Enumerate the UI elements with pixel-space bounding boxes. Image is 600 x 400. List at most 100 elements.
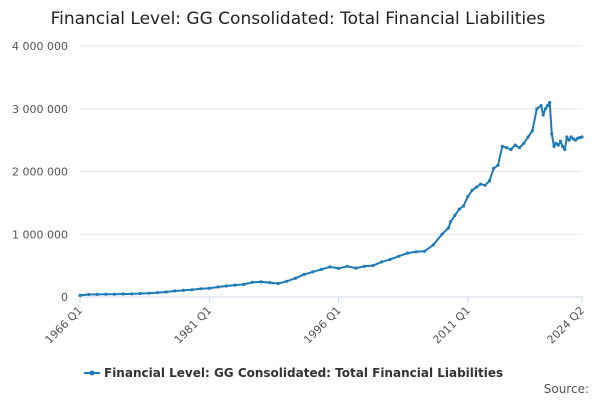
data-point[interactable] (293, 276, 298, 280)
data-point[interactable] (104, 292, 108, 296)
data-point[interactable] (461, 204, 466, 208)
data-point[interactable] (492, 166, 496, 170)
data-point[interactable] (250, 280, 254, 284)
x-axis: 1966 Q1 1981 Q1 1996 Q1 2011 Q1 2024 Q2 (43, 297, 588, 347)
data-point[interactable] (276, 281, 280, 286)
x-tick-label: 2011 Q1 (430, 304, 473, 347)
data-point[interactable] (405, 251, 410, 255)
data-point[interactable] (573, 138, 578, 142)
data-point[interactable] (371, 264, 375, 268)
data-point[interactable] (285, 279, 289, 283)
data-point[interactable] (556, 143, 560, 147)
data-point[interactable] (233, 283, 237, 287)
data-point[interactable] (95, 292, 99, 296)
data-point[interactable] (147, 291, 151, 295)
data-point[interactable] (362, 264, 366, 268)
data-point[interactable] (302, 272, 306, 276)
data-point[interactable] (173, 289, 177, 293)
data-point[interactable] (414, 250, 418, 254)
data-point[interactable] (87, 292, 91, 297)
data-point[interactable] (336, 266, 341, 270)
y-tick-label: 4 000 000 (12, 40, 68, 53)
data-point[interactable] (138, 291, 142, 296)
data-point[interactable] (479, 182, 483, 186)
grid-layer (80, 45, 582, 235)
data-point[interactable] (483, 183, 487, 187)
y-axis: 0 1 000 000 2 000 000 3 000 000 4 000 000 (12, 40, 68, 304)
data-point[interactable] (242, 282, 246, 286)
data-point[interactable] (543, 107, 548, 111)
data-point[interactable] (517, 146, 522, 150)
x-tick-label: 1996 Q1 (301, 304, 344, 347)
data-point[interactable] (181, 288, 185, 292)
legend[interactable]: Financial Level: GG Consolidated: Total … (84, 366, 503, 380)
data-point[interactable] (328, 265, 332, 269)
y-tick-label: 0 (61, 291, 68, 304)
data-point[interactable] (513, 143, 517, 147)
data-point[interactable] (440, 232, 444, 236)
data-point[interactable] (457, 207, 461, 211)
data-point[interactable] (539, 104, 543, 108)
data-point[interactable] (190, 288, 194, 292)
data-point[interactable] (453, 213, 457, 217)
data-point[interactable] (449, 220, 453, 224)
legend-marker-icon (89, 370, 95, 376)
data-point[interactable] (526, 135, 530, 139)
data-point[interactable] (319, 267, 323, 271)
data-point[interactable] (345, 264, 349, 268)
data-point[interactable] (550, 132, 554, 136)
data-point[interactable] (548, 100, 552, 105)
data-point[interactable] (259, 280, 263, 284)
data-point[interactable] (130, 292, 134, 296)
data-point[interactable] (199, 287, 203, 291)
data-point[interactable] (216, 285, 220, 289)
series-layer (78, 100, 584, 297)
data-point[interactable] (530, 129, 535, 133)
data-point[interactable] (474, 185, 478, 189)
data-point[interactable] (78, 293, 82, 297)
data-point[interactable] (224, 284, 229, 288)
data-point[interactable] (423, 249, 427, 253)
data-point[interactable] (565, 135, 569, 139)
data-point[interactable] (446, 226, 450, 230)
data-point[interactable] (509, 147, 513, 152)
data-point[interactable] (567, 138, 571, 142)
data-point[interactable] (268, 281, 272, 285)
data-point[interactable] (397, 254, 401, 258)
x-tick-label: 1966 Q1 (43, 304, 86, 347)
data-point[interactable] (561, 144, 565, 148)
data-point[interactable] (470, 188, 474, 192)
data-point[interactable] (563, 147, 567, 152)
chart-title: Financial Level: GG Consolidated: Total … (51, 9, 546, 29)
data-point[interactable] (500, 144, 504, 148)
data-point[interactable] (496, 163, 500, 167)
y-tick-label: 2 000 000 (12, 166, 68, 179)
data-point[interactable] (156, 291, 160, 295)
data-point[interactable] (466, 195, 470, 199)
data-point[interactable] (558, 139, 563, 143)
data-point[interactable] (554, 141, 558, 145)
data-point[interactable] (522, 141, 526, 145)
legend-label[interactable]: Financial Level: GG Consolidated: Total … (104, 366, 503, 380)
data-point[interactable] (552, 144, 556, 148)
data-point[interactable] (431, 243, 435, 247)
data-point[interactable] (541, 113, 545, 117)
data-point[interactable] (487, 179, 491, 183)
data-point[interactable] (505, 146, 509, 150)
data-point[interactable] (207, 286, 211, 290)
source-label: Source: (544, 382, 589, 396)
data-point[interactable] (569, 135, 573, 139)
data-point[interactable] (535, 107, 539, 111)
data-point[interactable] (580, 135, 584, 139)
data-point[interactable] (164, 290, 168, 294)
data-point[interactable] (388, 257, 392, 261)
x-tick-label: 1981 Q1 (172, 304, 215, 347)
data-point[interactable] (112, 292, 117, 296)
data-point[interactable] (311, 270, 315, 274)
data-point[interactable] (545, 104, 550, 108)
x-tick-label: 2024 Q2 (545, 304, 588, 347)
data-point[interactable] (354, 266, 358, 270)
data-point[interactable] (380, 260, 384, 264)
data-point[interactable] (121, 292, 125, 296)
